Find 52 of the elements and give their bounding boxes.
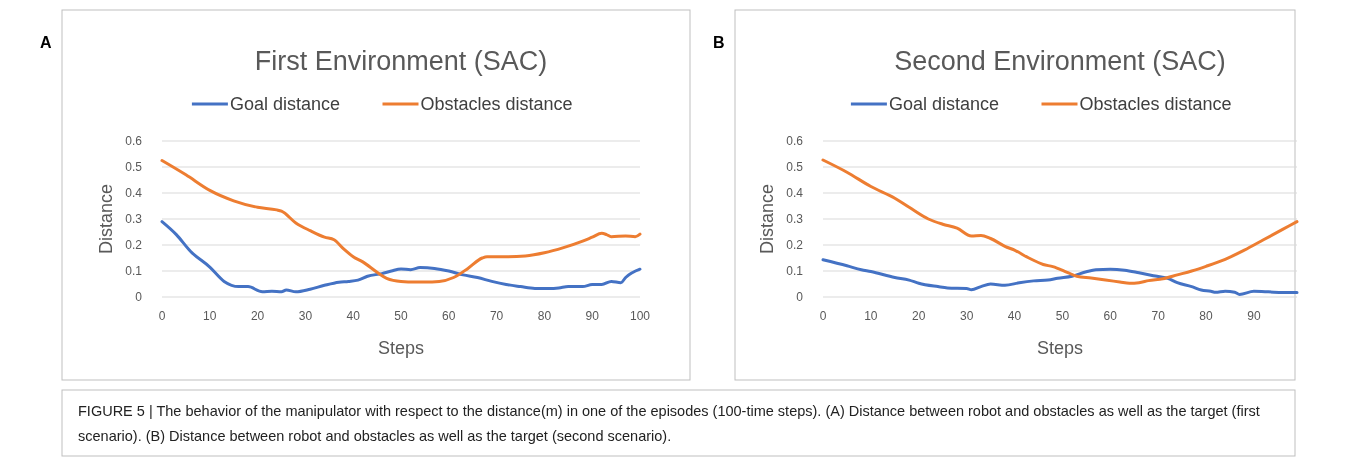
y-tick-label: 0.5 (786, 160, 804, 174)
x-tick-label: 30 (959, 309, 974, 323)
x-tick-label: 30 (298, 309, 313, 323)
line-series (821, 258, 1299, 296)
y-tick-label: 0.4 (125, 186, 143, 200)
x-tick-label: 90 (585, 309, 600, 323)
line-series (821, 158, 1299, 285)
y-tick-label: 0.6 (786, 134, 804, 148)
y-tick-label: 0.6 (125, 134, 143, 148)
x-tick-label: 0 (158, 309, 166, 323)
y-axis-title: Distance (96, 183, 116, 255)
y-axis-title: Distance (757, 183, 777, 255)
x-tick-label: 10 (864, 309, 878, 323)
y-tick-label: 0 (796, 290, 804, 304)
caption: FIGURE 5 | The behavior of the manipulator with respect to the distance(m) in one of the episodes (100-time steps). (A) Distance between robot and obstacles as well as the target (first scenario). (B) Distance between robot and obstacles as well as the target (second scenario). (78, 402, 1261, 446)
y-tick-label: 0.3 (125, 212, 143, 226)
y-tick-label: 0.1 (786, 264, 804, 278)
legend-label: Goal distance (229, 94, 340, 114)
x-tick-label: 80 (1199, 309, 1214, 323)
x-tick-label: 40 (1007, 309, 1022, 323)
x-tick-label: 70 (1151, 309, 1166, 323)
x-axis-title: Steps (1036, 338, 1084, 358)
x-tick-label: 20 (912, 309, 926, 323)
x-tick-label: 90 (1247, 309, 1261, 323)
x-tick-label: 80 (537, 309, 552, 323)
x-tick-label: 20 (250, 309, 265, 323)
legend-label: Obstacles distance (420, 94, 573, 114)
legend-label: Obstacles distance (1079, 94, 1232, 114)
x-tick-label: 40 (346, 309, 361, 323)
x-tick-label: 60 (1103, 309, 1118, 323)
line-series (160, 220, 642, 294)
x-tick-label: 10 (203, 309, 217, 323)
x-tick-label: 60 (442, 309, 456, 323)
y-tick-label: 0 (135, 290, 143, 304)
x-axis-title: Steps (377, 338, 425, 358)
x-tick-label: 50 (1055, 309, 1070, 323)
y-tick-label: 0.3 (786, 212, 804, 226)
x-tick-label: 100 (629, 309, 651, 323)
text: A (40, 34, 52, 51)
y-tick-label: 0.2 (125, 238, 143, 252)
text: B (713, 34, 725, 51)
x-tick-label: 50 (394, 309, 408, 323)
y-tick-label: 0.2 (786, 238, 804, 252)
x-tick-label: 70 (489, 309, 504, 323)
line-series (160, 159, 642, 284)
legend-label: Goal distance (888, 94, 999, 114)
chart-title: First Environment (SAC) (254, 46, 548, 76)
y-tick-label: 0.4 (786, 186, 804, 200)
x-tick-label: 0 (819, 309, 827, 323)
y-tick-label: 0.1 (125, 264, 143, 278)
chart-title: Second Environment (SAC) (894, 46, 1226, 76)
y-tick-label: 0.5 (125, 160, 143, 174)
